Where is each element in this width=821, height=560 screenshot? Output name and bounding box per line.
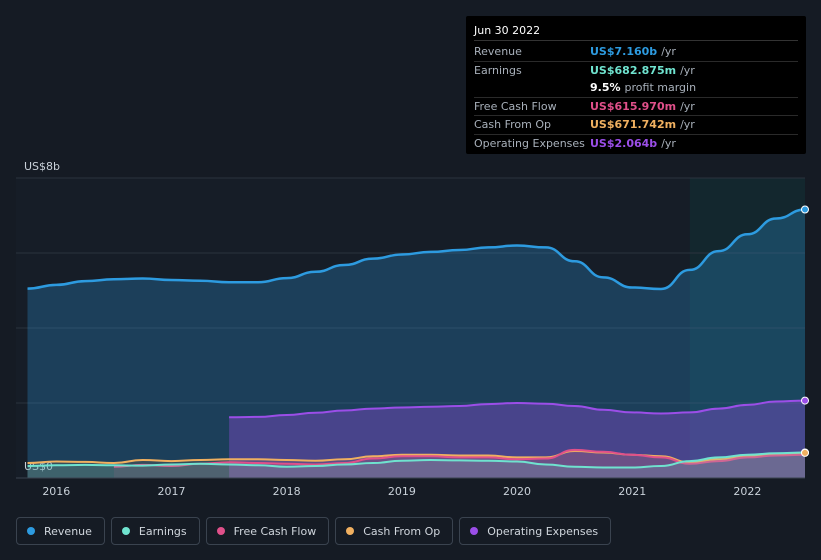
chart-legend: Revenue Earnings Free Cash Flow Cash Fro… xyxy=(16,517,612,545)
revenue-dot-icon xyxy=(27,527,35,535)
tooltip-date: Jun 30 2022 xyxy=(474,22,798,41)
tooltip-unit: /yr xyxy=(661,45,676,58)
x-tick-label: 2017 xyxy=(157,485,185,498)
tooltip-unit: /yr xyxy=(661,136,676,150)
tooltip-label: Earnings xyxy=(474,63,522,77)
tooltip-label: Free Cash Flow xyxy=(474,99,557,113)
tooltip-row-margin: 9.5% profit margin xyxy=(474,79,798,98)
cash-from-op-dot-icon xyxy=(346,527,355,535)
tooltip-row-revenue: Revenue US$7.160b /yr xyxy=(474,43,798,62)
tooltip-value: US$7.160b xyxy=(590,45,658,58)
tooltip-label xyxy=(474,79,590,97)
earnings-line xyxy=(27,451,806,469)
tooltip-label: Revenue xyxy=(474,45,522,58)
operating-expenses-dot-icon xyxy=(470,527,479,535)
x-tick-label: 2019 xyxy=(388,485,416,498)
cash-from-op-area xyxy=(27,451,805,478)
x-tick-label: 2016 xyxy=(42,485,70,498)
operating-expenses-line xyxy=(229,399,806,419)
tooltip-label: Operating Expenses xyxy=(474,136,585,150)
legend-label: Free Cash Flow xyxy=(233,524,317,538)
legend-revenue-toggle[interactable]: Revenue xyxy=(16,517,105,545)
tooltip-value: US$682.875m xyxy=(590,63,677,77)
x-tick-label: 2020 xyxy=(503,485,531,498)
x-tick-label: 2022 xyxy=(733,485,761,498)
y-axis-top-label: US$8b xyxy=(24,160,60,173)
tooltip-unit: /yr xyxy=(680,118,695,131)
tooltip-row-free-cash-flow: Free Cash Flow US$615.970m /yr xyxy=(474,98,798,116)
legend-cash-from-op-toggle[interactable]: Cash From Op xyxy=(335,517,454,545)
tooltip-unit: profit margin xyxy=(624,81,697,94)
operating-expenses-end-point xyxy=(801,396,809,405)
revenue-end-point xyxy=(801,205,809,214)
tooltip-value: US$671.742m xyxy=(590,118,677,131)
free-cash-flow-area xyxy=(113,449,805,478)
legend-free-cash-flow-toggle[interactable]: Free Cash Flow xyxy=(205,517,330,545)
earnings-area xyxy=(27,452,805,478)
legend-label: Cash From Op xyxy=(363,524,441,538)
tooltip-row-earnings: Earnings US$682.875m /yr xyxy=(474,62,798,80)
tooltip-unit: /yr xyxy=(680,99,695,113)
tooltip-value: US$2.064b xyxy=(590,136,658,150)
free-cash-flow-line xyxy=(113,448,806,468)
earnings-dot-icon xyxy=(121,527,130,535)
legend-operating-expenses-toggle[interactable]: Operating Expenses xyxy=(459,517,612,545)
legend-label: Revenue xyxy=(44,524,92,538)
cash-from-op-end-point xyxy=(801,448,809,457)
tooltip-row-cash-from-op: Cash From Op US$671.742m /yr xyxy=(474,116,798,135)
tooltip-label: Cash From Op xyxy=(474,118,552,131)
tooltip-row-operating-expenses: Operating Expenses US$2.064b /yr xyxy=(474,135,798,153)
legend-label: Earnings xyxy=(138,524,187,538)
revenue-line xyxy=(27,208,806,291)
tooltip-unit: /yr xyxy=(680,63,695,77)
tooltip-value: US$615.970m xyxy=(590,99,677,113)
x-tick-label: 2021 xyxy=(618,485,646,498)
x-tick-label: 2018 xyxy=(273,485,301,498)
tooltip-panel: Jun 30 2022 Revenue US$7.160b /yr Earnin… xyxy=(466,16,806,154)
cash-from-op-line xyxy=(27,450,806,464)
legend-earnings-toggle[interactable]: Earnings xyxy=(110,517,200,545)
legend-label: Operating Expenses xyxy=(487,524,599,538)
free-cash-flow-dot-icon xyxy=(216,527,225,535)
tooltip-value: 9.5% xyxy=(590,81,621,94)
